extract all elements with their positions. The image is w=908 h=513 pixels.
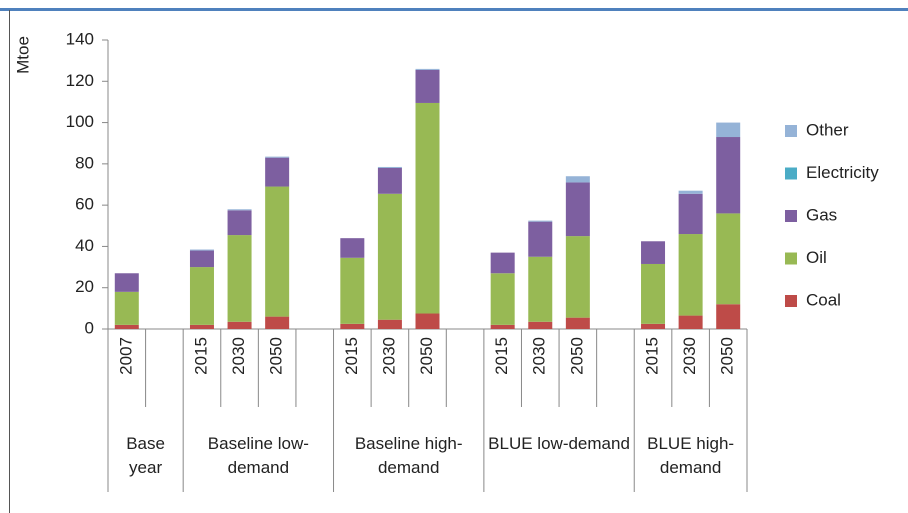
y-tick-label: 20 — [75, 277, 94, 296]
bar-segment — [227, 210, 252, 236]
bar-segment — [265, 186, 290, 317]
group-label: Baseline high-demand — [354, 434, 463, 477]
bar-segment — [340, 257, 365, 324]
bar-segment — [340, 323, 365, 329]
x-tick-label: 2050 — [417, 337, 436, 375]
bar-segment — [716, 137, 741, 214]
group-label: BLUE high-demand — [647, 434, 735, 477]
bar-segment — [490, 273, 515, 325]
bar-segment — [716, 304, 741, 329]
left-border — [9, 10, 10, 513]
legend-swatch — [785, 210, 797, 222]
bar-segment — [528, 321, 553, 329]
bar-segment — [716, 213, 741, 305]
bar-segment — [528, 256, 553, 322]
bar-segment — [678, 315, 703, 329]
bar-segment — [678, 190, 703, 194]
x-tick-label: 2015 — [643, 337, 662, 375]
bar-segment — [114, 291, 139, 325]
x-tick-label: 2007 — [116, 337, 135, 375]
bar-segment — [189, 267, 214, 325]
bar-segment — [227, 235, 252, 322]
y-tick-label: 140 — [66, 29, 94, 48]
bar-segment — [265, 157, 290, 187]
bar-segment — [265, 316, 290, 329]
y-tick-label: 60 — [75, 195, 94, 214]
y-tick-label: 40 — [75, 236, 94, 255]
x-tick-label: 2030 — [680, 337, 699, 375]
bar-segment — [641, 263, 666, 324]
bar-segment — [227, 209, 252, 211]
bar-segment — [377, 319, 402, 329]
legend-label: Gas — [806, 205, 837, 224]
x-tick-label: 2030 — [379, 337, 398, 375]
bar-segment — [641, 323, 666, 329]
legend-swatch — [785, 167, 797, 180]
bar-segment — [114, 324, 139, 329]
bar-segment — [415, 313, 440, 329]
bar-segment — [415, 102, 440, 314]
bar-segment — [189, 249, 214, 251]
bar-segment — [114, 273, 139, 292]
bar-segment — [565, 182, 590, 237]
bar-segment — [565, 236, 590, 318]
legend-swatch — [785, 295, 797, 307]
bar-segment — [340, 238, 365, 258]
y-axis-label: Mtoe — [13, 36, 32, 74]
x-tick-label: 2030 — [530, 337, 549, 375]
bar-segment — [678, 234, 703, 316]
legend-swatch — [785, 125, 797, 137]
x-tick-label: 2030 — [229, 337, 248, 375]
x-tick-label: 2015 — [342, 337, 361, 375]
y-tick-label: 120 — [66, 71, 94, 90]
y-tick-label: 0 — [85, 318, 94, 337]
bar-segment — [415, 69, 440, 103]
x-tick-label: 2050 — [567, 337, 586, 375]
x-tick-label: 2050 — [267, 337, 286, 375]
y-tick-label: 80 — [75, 153, 94, 172]
bar-segment — [265, 156, 290, 158]
bar-segment — [565, 317, 590, 329]
bar-segment — [189, 250, 214, 268]
group-label: Baseline low-demand — [207, 434, 309, 477]
group-label: Base year — [126, 434, 165, 477]
group-label: BLUE low-demand — [488, 434, 630, 453]
bar-segment — [716, 122, 741, 138]
bar-segment — [377, 166, 402, 168]
bar-segment — [227, 321, 252, 329]
bar-segment — [377, 167, 402, 194]
legend-label: Electricity — [806, 163, 879, 182]
bar-segment — [528, 220, 553, 222]
bar-segment — [641, 241, 666, 264]
legend-label: Other — [806, 120, 849, 139]
x-tick-label: 2015 — [492, 337, 511, 375]
bar-segment — [528, 221, 553, 257]
bar-segment — [189, 324, 214, 329]
y-tick-label: 100 — [66, 112, 94, 131]
bar-segment — [490, 252, 515, 274]
legend-swatch — [785, 252, 797, 265]
bar-segment — [490, 324, 515, 329]
top-border — [0, 8, 908, 11]
bar-segment — [377, 193, 402, 320]
legend-label: Coal — [806, 290, 841, 309]
legend-label: Oil — [806, 248, 827, 267]
bar-segment — [565, 176, 590, 183]
x-tick-label: 2050 — [718, 337, 737, 375]
x-tick-label: 2015 — [191, 337, 210, 375]
bar-segment — [415, 68, 440, 70]
bar-segment — [678, 193, 703, 235]
